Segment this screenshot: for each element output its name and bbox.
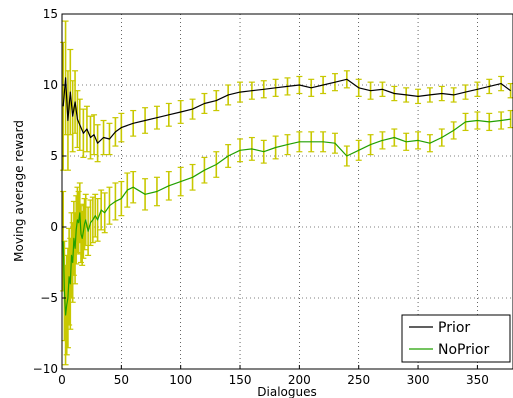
y-tick-label: 0 xyxy=(50,220,58,234)
error-bars xyxy=(60,20,513,366)
y-axis-label: Moving average reward xyxy=(12,120,26,262)
x-tick-label: 100 xyxy=(169,373,192,387)
prior-series-line xyxy=(62,77,511,144)
legend-label-noprior: NoPrior xyxy=(438,342,489,358)
legend-box xyxy=(401,314,511,363)
x-axis-label: Dialogues xyxy=(257,385,316,398)
x-tick-label: 250 xyxy=(347,373,370,387)
series-lines xyxy=(62,77,511,316)
legend-label-prior: Prior xyxy=(438,320,470,336)
x-tick-label: 350 xyxy=(466,373,489,387)
x-tick-label: 50 xyxy=(114,373,129,387)
x-tick-label: 300 xyxy=(407,373,430,387)
y-tick-label: 5 xyxy=(50,149,58,163)
y-tick-label: 15 xyxy=(43,7,58,21)
y-tick-label: 10 xyxy=(43,78,58,92)
noprior-series-line xyxy=(62,118,511,316)
axis-ticks: 0 50 100 150 200 250 300 350 −10 −5 0 5 10 15 xyxy=(33,7,489,387)
legend: Prior NoPrior xyxy=(401,314,511,363)
x-tick-label: 0 xyxy=(58,373,66,387)
y-tick-label: −5 xyxy=(40,291,58,305)
y-tick-label: −10 xyxy=(33,362,58,376)
x-tick-label: 200 xyxy=(288,373,311,387)
plot-area-frame xyxy=(61,13,513,370)
x-tick-label: 150 xyxy=(229,373,252,387)
